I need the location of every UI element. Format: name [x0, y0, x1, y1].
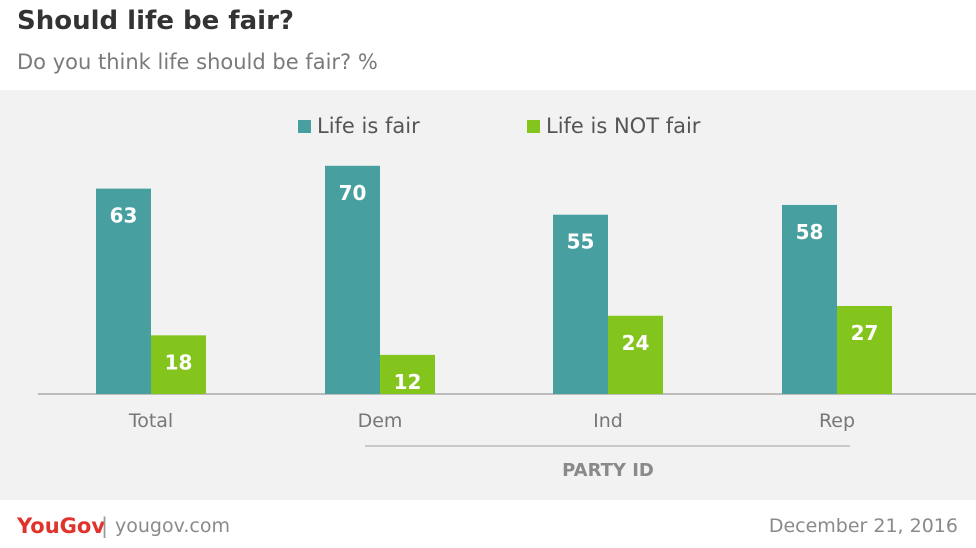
footer: YouGov | yougov.com December 21, 2016: [0, 500, 976, 548]
chart-subtitle: Do you think life should be fair? %: [17, 50, 378, 74]
legend-label: Life is NOT fair: [546, 114, 701, 138]
bar: [553, 214, 608, 394]
bar: [608, 315, 663, 394]
bar-value-label: 70: [339, 181, 367, 205]
brand-url: yougov.com: [115, 515, 230, 537]
legend: Life is fair Life is NOT fair: [0, 114, 976, 142]
bar-value-label: 58: [796, 220, 824, 244]
bar-value-label: 12: [394, 370, 422, 394]
legend-label: Life is fair: [317, 114, 420, 138]
bar-value-label: 63: [110, 204, 138, 228]
bar-value-label: 18: [165, 350, 193, 374]
bar: [380, 354, 435, 394]
chart-title: Should life be fair?: [17, 6, 294, 36]
publish-date: December 21, 2016: [768, 515, 958, 537]
category-label: Ind: [593, 410, 623, 432]
bar-chart: 63 18 Total 70 12 Dem 55 24 Ind 58 27 Rep PARTY ID: [38, 165, 976, 481]
legend-item-life-is-not-fair: Life is NOT fair: [527, 114, 700, 138]
category-label: Total: [128, 410, 173, 432]
legend-swatch: [298, 119, 311, 133]
bar-value-label: 27: [851, 321, 879, 345]
bar-value-label: 24: [622, 331, 650, 355]
plot-area: 63 18 Total 70 12 Dem 55 24 Ind 58 27 Rep PARTY ID L…: [0, 90, 976, 500]
bar: [96, 188, 151, 394]
bar: [837, 305, 892, 394]
legend-item-life-is-fair: Life is fair: [298, 114, 420, 138]
bar: [325, 165, 380, 394]
group-label: PARTY ID: [562, 460, 654, 481]
bar: [782, 204, 837, 394]
bar-value-label: 55: [567, 230, 595, 254]
category-label: Dem: [358, 410, 403, 432]
legend-swatch: [527, 119, 540, 133]
brand-separator: |: [101, 514, 109, 538]
yougov-logo: YouGov: [17, 514, 106, 538]
chart-header: Should life be fair? Do you think life s…: [0, 0, 976, 90]
bar: [151, 335, 206, 394]
category-label: Rep: [819, 410, 855, 432]
